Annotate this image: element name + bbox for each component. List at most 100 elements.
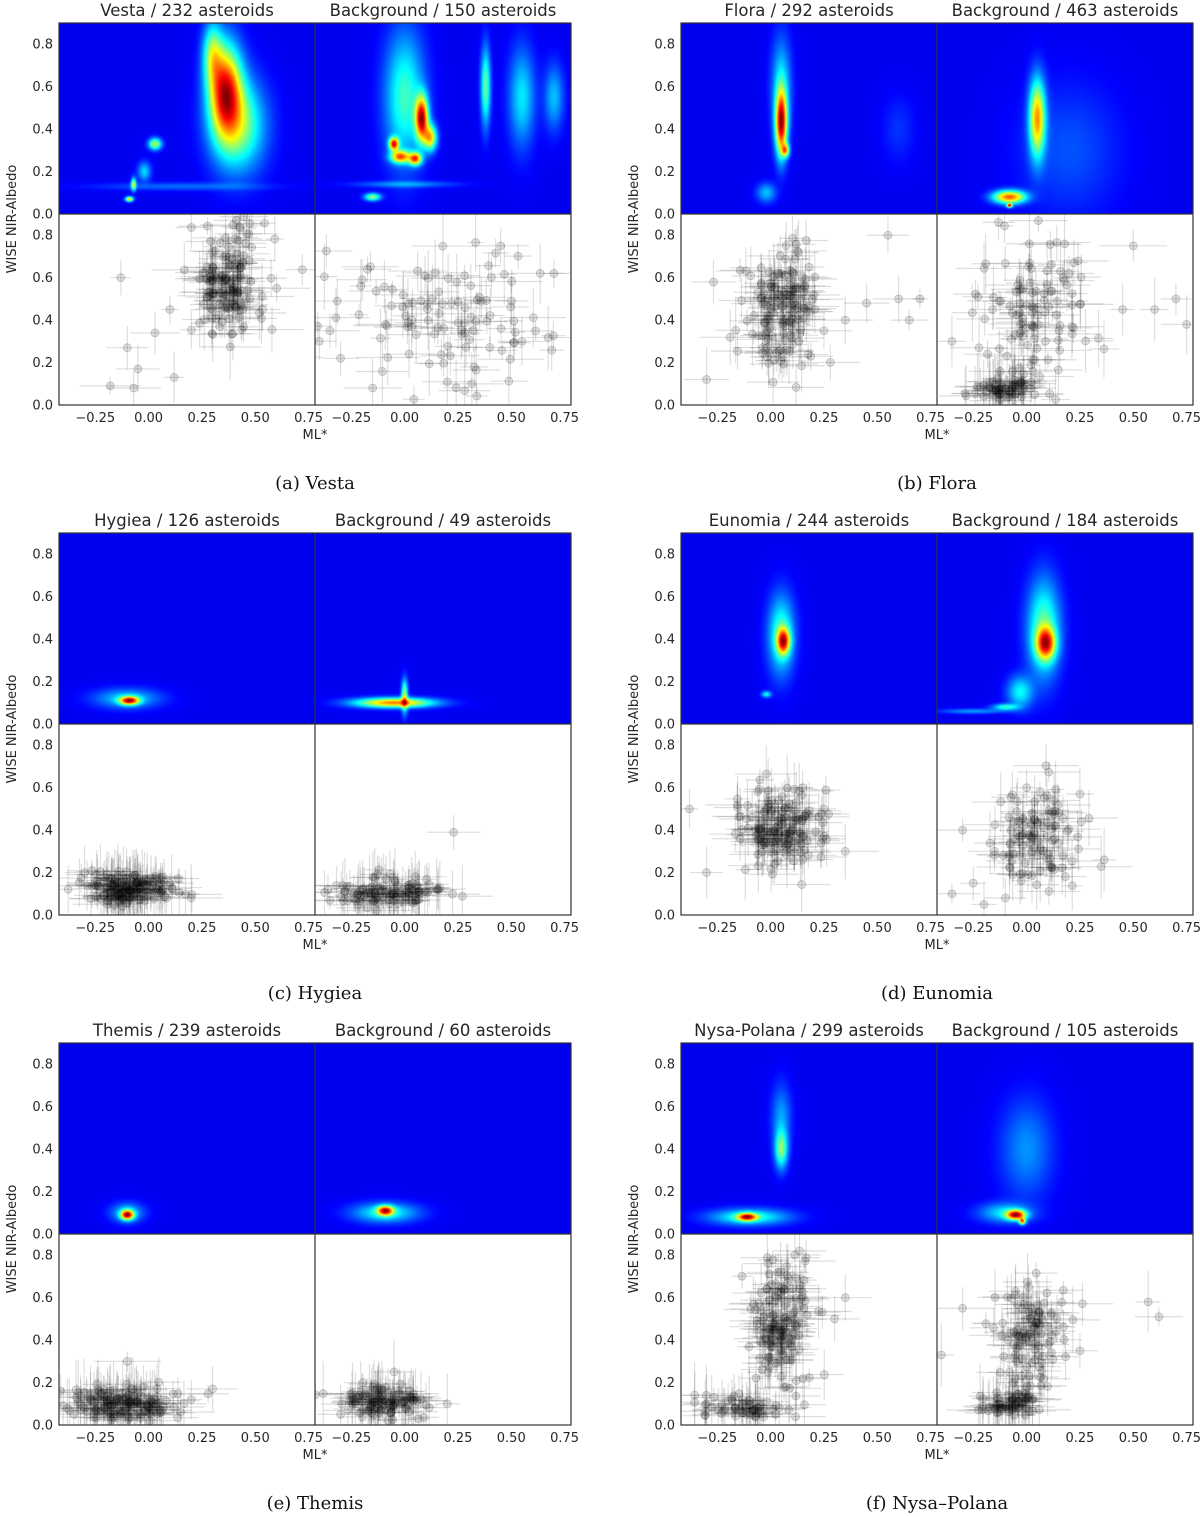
scatter-point bbox=[775, 818, 823, 847]
scatter-point bbox=[208, 229, 244, 283]
x-tick-label: 0.00 bbox=[134, 411, 163, 426]
scatter-marker bbox=[434, 309, 444, 319]
scatter-marker bbox=[1004, 389, 1013, 399]
scatter-marker bbox=[218, 270, 228, 280]
scatter-marker bbox=[119, 1406, 128, 1416]
scatter-marker bbox=[260, 218, 269, 228]
scatter-point bbox=[986, 843, 1031, 870]
scatter-point bbox=[215, 279, 253, 307]
scatter-marker bbox=[439, 324, 449, 333]
scatter-point bbox=[990, 379, 1011, 405]
scatter-marker bbox=[1030, 334, 1039, 344]
scatter-point bbox=[1017, 762, 1081, 783]
scatter-point bbox=[797, 818, 845, 869]
scatter-marker bbox=[1044, 887, 1054, 896]
scatter-point bbox=[998, 291, 1035, 338]
scatter-marker bbox=[102, 870, 112, 879]
scatter-marker bbox=[776, 819, 786, 829]
scatter-marker bbox=[229, 273, 239, 283]
scatter-marker bbox=[968, 878, 978, 888]
scatter-marker bbox=[460, 328, 469, 338]
scatter-point bbox=[315, 878, 374, 915]
scatter-point bbox=[1006, 815, 1062, 881]
x-axis-label: ML* bbox=[303, 938, 328, 953]
scatter-marker bbox=[236, 263, 246, 273]
scatter-marker bbox=[789, 784, 799, 794]
scatter-marker bbox=[1012, 807, 1022, 816]
scatter-point bbox=[497, 316, 547, 366]
scatter-marker bbox=[1084, 813, 1094, 823]
scatter-point bbox=[999, 783, 1035, 841]
scatter-marker bbox=[195, 274, 205, 284]
scatter-point bbox=[116, 345, 160, 393]
scatter-marker bbox=[979, 381, 989, 390]
scatter-point bbox=[1011, 814, 1045, 856]
scatter-point bbox=[180, 254, 249, 299]
scatter-marker bbox=[104, 873, 114, 883]
scatter-marker bbox=[758, 830, 768, 840]
scatter-point bbox=[362, 884, 417, 915]
scatter-marker bbox=[460, 386, 470, 396]
scatter-marker bbox=[223, 258, 233, 268]
scatter-marker bbox=[1027, 847, 1037, 857]
scatter-point bbox=[365, 856, 393, 883]
scatter-point bbox=[1035, 812, 1102, 846]
scatter-point bbox=[1066, 767, 1094, 821]
scatter-point bbox=[1021, 843, 1078, 875]
scatter-marker bbox=[685, 804, 694, 814]
scatter-point bbox=[500, 287, 567, 348]
scatter-point bbox=[983, 359, 1045, 405]
scatter-point bbox=[757, 758, 779, 824]
scatter-point bbox=[997, 279, 1043, 347]
scatter-point bbox=[285, 253, 315, 286]
scatter-marker bbox=[159, 877, 169, 887]
scatter-marker bbox=[1004, 392, 1014, 402]
scatter-point bbox=[756, 299, 783, 357]
scatter-point bbox=[218, 237, 263, 297]
scatter-marker bbox=[376, 333, 385, 343]
subfigure-caption: (a) Vesta bbox=[275, 473, 355, 494]
scatter-marker bbox=[448, 889, 457, 899]
scatter-marker bbox=[1018, 381, 1028, 391]
scatter-point bbox=[1022, 793, 1083, 831]
scatter-marker bbox=[786, 276, 796, 285]
scatter-marker bbox=[113, 890, 123, 900]
scatter-point bbox=[1088, 320, 1120, 378]
scatter-point bbox=[764, 326, 787, 363]
scatter-point bbox=[329, 857, 361, 915]
scatter-marker bbox=[234, 264, 244, 274]
scatter-marker bbox=[947, 889, 957, 899]
scatter-point bbox=[202, 263, 224, 300]
scatter-marker bbox=[102, 888, 112, 898]
scatter-marker bbox=[223, 304, 233, 314]
y-tick-label: 0.8 bbox=[654, 548, 675, 563]
scatter-marker bbox=[774, 290, 784, 299]
scatter-point bbox=[969, 390, 1032, 405]
scatter-point bbox=[737, 322, 799, 357]
scatter-point bbox=[204, 278, 246, 339]
scatter-point bbox=[995, 796, 1043, 847]
scatter-marker bbox=[158, 872, 168, 882]
scatter-point bbox=[104, 883, 154, 910]
scatter-marker bbox=[786, 826, 796, 835]
family-heatmap bbox=[681, 533, 937, 724]
scatter-marker bbox=[1017, 378, 1027, 388]
scatter-marker bbox=[1024, 262, 1033, 271]
y-tick-label: 0.2 bbox=[32, 675, 53, 690]
scatter-point bbox=[999, 365, 1025, 405]
scatter-point bbox=[960, 375, 1012, 405]
scatter-marker bbox=[154, 1377, 164, 1387]
scatter-point bbox=[1084, 309, 1113, 368]
scatter-point bbox=[1003, 825, 1061, 879]
scatter-point bbox=[1015, 248, 1047, 289]
scatter-marker bbox=[91, 1406, 100, 1415]
scatter-marker bbox=[1004, 852, 1014, 862]
scatter-point bbox=[987, 300, 1043, 369]
scatter-point bbox=[74, 1378, 117, 1425]
family-scatter bbox=[79, 214, 315, 405]
scatter-point bbox=[755, 333, 798, 372]
scatter-point bbox=[1007, 241, 1053, 286]
scatter-marker bbox=[1055, 321, 1065, 330]
scatter-marker bbox=[179, 265, 189, 275]
scatter-marker bbox=[80, 1403, 90, 1413]
